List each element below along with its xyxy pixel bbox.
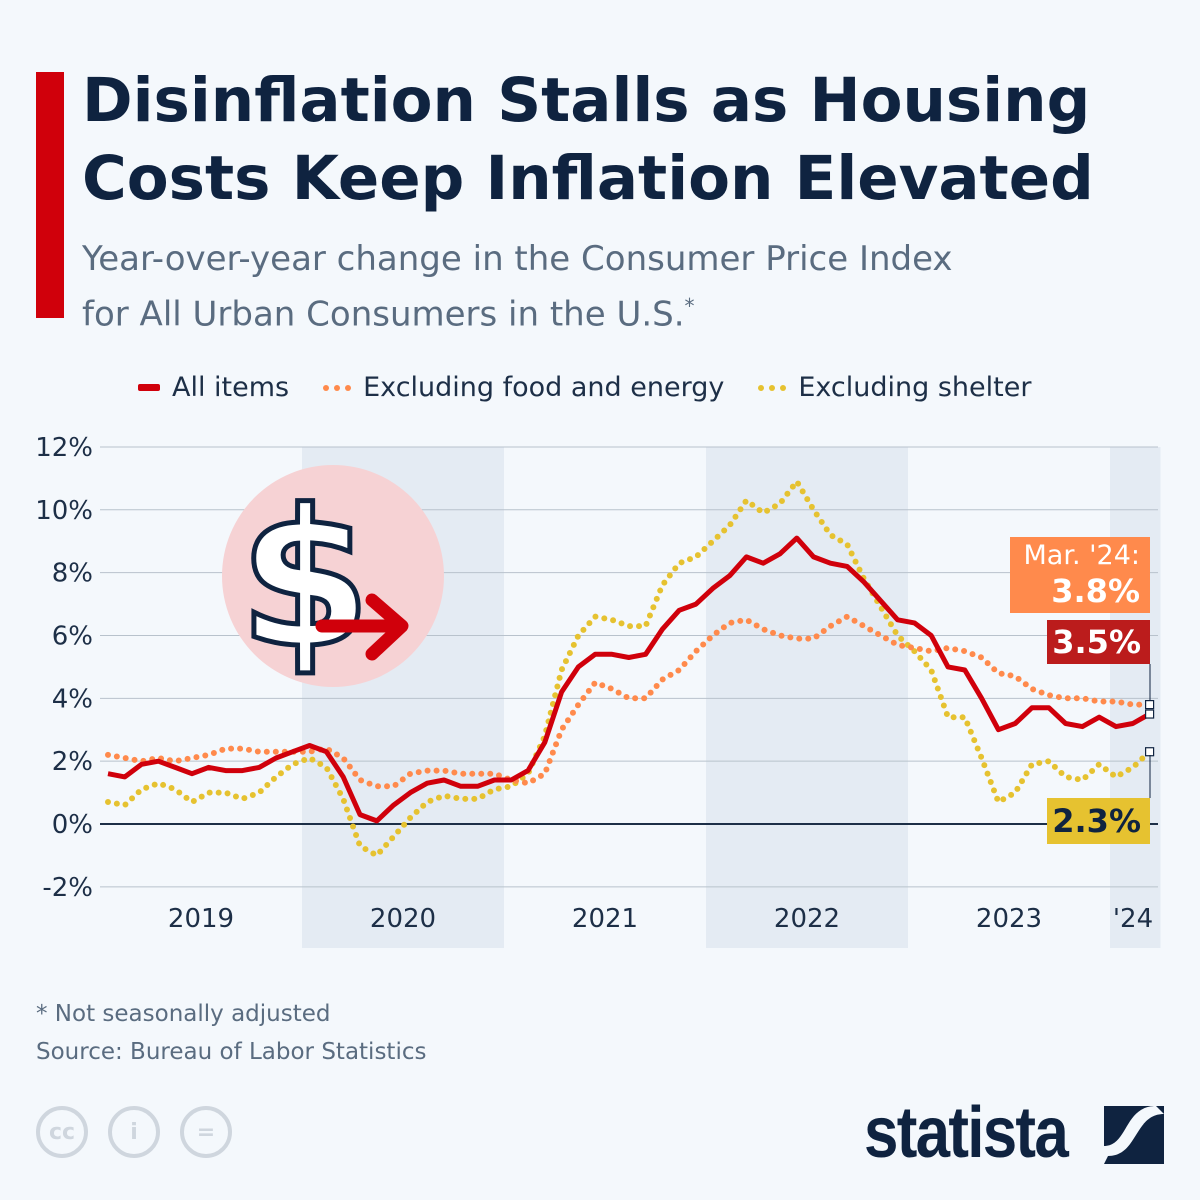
legend-item-all-items: All items: [138, 372, 289, 403]
legend-label: Excluding food and energy: [363, 372, 725, 403]
callout-value: 3.8%: [1051, 572, 1140, 610]
callout-core: Mar. '24: 3.8%: [1010, 537, 1150, 613]
x-tick-label: 2019: [168, 904, 234, 934]
y-tick-label: 6%: [52, 621, 93, 651]
page-title: Disinflation Stalls as Housing Costs Kee…: [82, 62, 1094, 218]
legend-item-core: Excluding food and energy: [323, 372, 724, 403]
x-tick-label: 2021: [572, 904, 638, 934]
source: Source: Bureau of Labor Statistics: [36, 1039, 427, 1065]
series-line-core: [105, 613, 1153, 790]
end-point-marker: [1144, 700, 1155, 710]
dollar-icon: $: [239, 469, 371, 690]
series-line-ex-shelter: [105, 476, 1153, 860]
x-tick-label: 2022: [774, 904, 840, 934]
y-tick-label: 2%: [52, 747, 93, 777]
callout-date: Mar. '24:: [1023, 540, 1140, 571]
subtitle: Year-over-year change in the Consumer Pr…: [82, 236, 953, 338]
legend-swatch: [323, 384, 352, 391]
y-tick-label: 12%: [35, 433, 93, 463]
arrow-right-icon: [315, 593, 409, 661]
y-tick-label: -2%: [42, 873, 93, 903]
callout-ex-shelter: 2.3%: [1047, 798, 1150, 844]
legend: All items Excluding food and energy Excl…: [138, 372, 1031, 403]
title-line-2: Costs Keep Inflation Elevated: [82, 143, 1094, 214]
x-tick-label: 2020: [370, 904, 436, 934]
statista-logo[interactable]: statista: [864, 1093, 1069, 1173]
attribution-icon[interactable]: i: [108, 1106, 160, 1158]
year-band: [1110, 447, 1161, 948]
no-derivatives-icon[interactable]: =: [180, 1106, 232, 1158]
year-band: [706, 447, 908, 948]
footnote-marker: *: [684, 294, 695, 318]
series-line-all-items: [107, 535, 1151, 824]
subtitle-line-2: for All Urban Consumers in the U.S.: [82, 294, 685, 335]
title-line-1: Disinflation Stalls as Housing: [82, 65, 1091, 136]
y-tick-label: 0%: [52, 810, 93, 840]
legend-swatch: [758, 384, 787, 391]
x-tick-label: 2023: [976, 904, 1042, 934]
x-tick-label: '24: [1113, 904, 1153, 934]
y-tick-label: 10%: [35, 496, 93, 526]
callout-all-items: 3.5%: [1047, 620, 1150, 664]
y-tick-label: 8%: [52, 559, 93, 589]
legend-label: Excluding shelter: [798, 372, 1032, 403]
statista-logo-mark-icon: [1104, 1106, 1164, 1164]
y-tick-label: 4%: [52, 684, 93, 714]
end-point-marker: [1144, 747, 1155, 757]
footnote: * Not seasonally adjusted: [36, 1001, 331, 1027]
legend-swatch: [138, 384, 160, 391]
cc-license-icon[interactable]: cc: [36, 1106, 88, 1158]
legend-label: All items: [172, 372, 290, 403]
legend-item-ex-shelter: Excluding shelter: [758, 372, 1031, 403]
subtitle-line-1: Year-over-year change in the Consumer Pr…: [82, 239, 953, 279]
accent-bar: [36, 72, 64, 318]
end-point-marker: [1144, 709, 1155, 719]
